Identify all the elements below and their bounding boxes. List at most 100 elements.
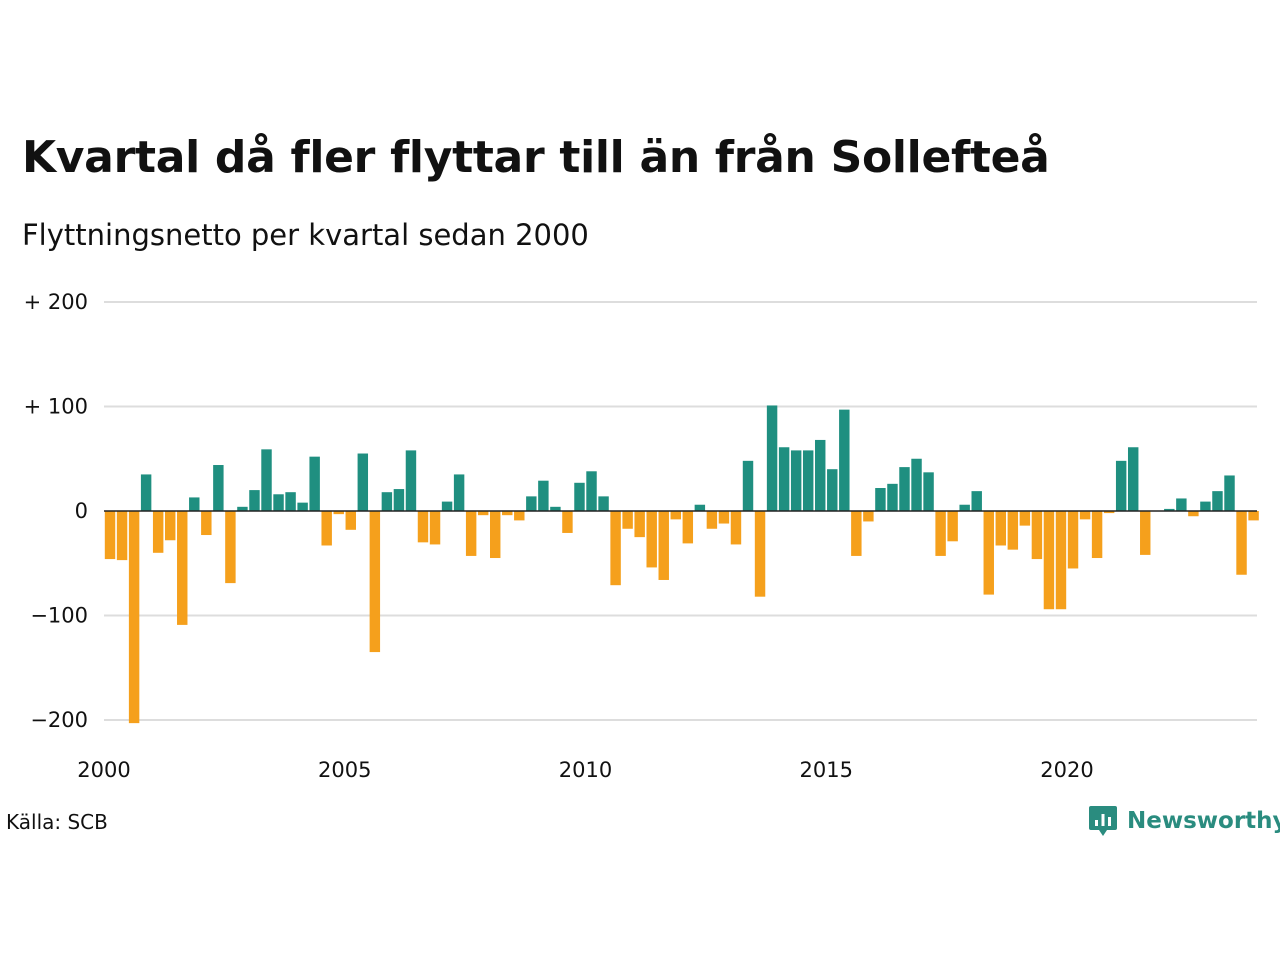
bar [140,474,152,511]
bar [706,511,718,529]
bar [429,511,441,545]
bar [646,511,657,568]
bar [1079,511,1091,520]
y-tick-label: 0 [75,499,88,523]
bar [405,450,417,511]
bar [453,474,465,511]
bar [1212,491,1223,511]
bar [1164,508,1175,511]
bar [152,511,164,553]
bar [1067,511,1079,569]
bars [104,405,1259,724]
bar [1103,511,1115,514]
bar [333,511,344,515]
bar [514,511,525,521]
bar [742,460,754,511]
bar [164,511,176,541]
bar [851,511,862,556]
bar [658,511,669,580]
bar [393,489,405,511]
bar [477,511,489,516]
bar [682,511,694,544]
bar [778,447,790,511]
bar [1091,511,1103,559]
bar [995,511,1007,546]
bar [417,511,429,543]
bar [1248,511,1259,521]
bar [586,471,597,511]
bar [201,511,212,536]
bar [1019,511,1031,526]
bar [249,490,260,511]
bar [574,482,585,511]
bar [983,511,994,595]
bar [875,488,886,511]
bar [526,496,537,511]
bar [911,458,922,511]
bar [1127,447,1139,511]
bar [634,511,645,538]
bar [1236,511,1247,575]
x-tick-label: 2010 [559,758,612,782]
bar [441,501,453,511]
bar [694,504,706,511]
bar [598,496,609,511]
bar [490,511,501,559]
bar [1007,511,1019,550]
y-axis-ticks: + 200 + 100 0 −100 −200 [24,290,88,732]
bar [827,469,838,511]
y-tick-label: + 200 [24,290,88,314]
bar [538,480,549,511]
bar [766,405,778,511]
brand-logo: Newsworthy [1088,804,1280,838]
chart-title: Kvartal då fler flyttar till än från Sol… [22,132,1050,183]
bar [899,467,910,511]
bar [1055,511,1067,610]
bar [887,483,898,511]
bar [1043,511,1055,610]
bar [670,511,681,520]
bar [790,450,802,511]
bar [1031,511,1043,560]
bar [718,511,730,524]
x-tick-label: 2000 [77,758,130,782]
bar [465,511,477,556]
bar [923,472,934,511]
bar [369,511,381,653]
bar [1115,460,1127,511]
bar [610,511,621,586]
bar [947,511,958,542]
bar [959,504,970,511]
bar [357,453,369,511]
bar [345,511,356,530]
bar [261,449,272,511]
bar [1140,511,1151,555]
bar [971,491,982,511]
chart-bubble-icon [1089,806,1117,836]
bar [754,511,766,597]
x-tick-label: 2005 [318,758,371,782]
bar [730,511,742,545]
bar [935,511,946,556]
bar [502,511,513,516]
y-tick-label: −100 [30,604,88,628]
bar [562,511,573,533]
y-tick-label: −200 [30,708,88,732]
bar [1200,501,1211,511]
bar [104,511,116,560]
bar [321,511,332,546]
gridlines [104,301,1257,721]
bar [285,492,296,511]
bar [1176,498,1187,511]
bar [1224,475,1235,511]
bar [802,450,814,511]
bar [225,511,236,584]
bar [128,511,140,724]
source-note: Källa: SCB [6,810,108,834]
bar [1188,511,1199,517]
bar [815,439,826,511]
x-axis-ticks: 2000 2005 2010 2015 2020 [77,758,1093,782]
bar [381,492,393,511]
bar [189,497,200,511]
brand-name: Newsworthy [1127,808,1280,834]
